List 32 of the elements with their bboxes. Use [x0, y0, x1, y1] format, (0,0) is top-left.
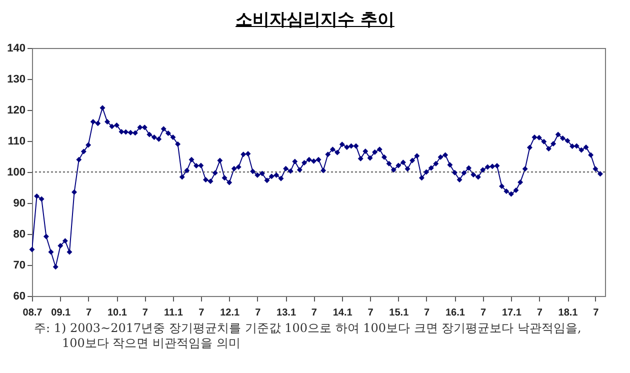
x-tick-label: 7: [593, 308, 600, 318]
y-tick-label: 90: [13, 198, 26, 210]
chart-title: 소비자심리지수 추이: [234, 9, 396, 32]
x-tick-label: 7: [368, 308, 374, 318]
y-tick-label: 60: [13, 290, 26, 302]
x-tick-label: 08.7: [22, 308, 43, 318]
x-tick-label: 18.1: [558, 308, 578, 318]
y-tick-label: 110: [8, 136, 26, 148]
x-tick-label: 7: [142, 308, 148, 318]
x-tick-label: 17.1: [502, 308, 522, 318]
x-tick-label: 15.1: [389, 308, 410, 318]
x-tick-label: 10.1: [107, 308, 128, 318]
x-tick-label: 14.1: [332, 308, 353, 318]
y-tick-label: 80: [13, 228, 26, 240]
x-tick-label: 09.1: [51, 308, 72, 318]
x-tick-label: 7: [311, 308, 318, 318]
x-tick-label: 12.1: [220, 308, 240, 318]
text: 주: 1) 2003~2017년중 장기평균치를 기준값 100으로 하여 100보다 크면 장기평균보다 낙관적임을, 100보다 작으면 비관적임을 의미: [34, 321, 582, 351]
x-tick-label: 13.1: [276, 308, 296, 318]
x-tick-label: 7: [424, 308, 430, 318]
y-tick-label: 130: [7, 74, 26, 86]
x-tick-label: 7: [536, 308, 543, 318]
y-tick-label: 100: [7, 166, 26, 178]
y-tick-label: 120: [7, 104, 26, 116]
x-tick-label: 7: [255, 308, 262, 318]
x-tick-label: 7: [480, 308, 487, 318]
x-tick-label: 7: [86, 308, 92, 318]
x-tick-label: 16.1: [445, 308, 466, 318]
x-tick-label: 11.1: [164, 308, 184, 318]
y-tick-label: 70: [13, 260, 26, 272]
y-tick-label: 140: [7, 42, 26, 54]
x-tick-label: 7: [198, 308, 205, 318]
